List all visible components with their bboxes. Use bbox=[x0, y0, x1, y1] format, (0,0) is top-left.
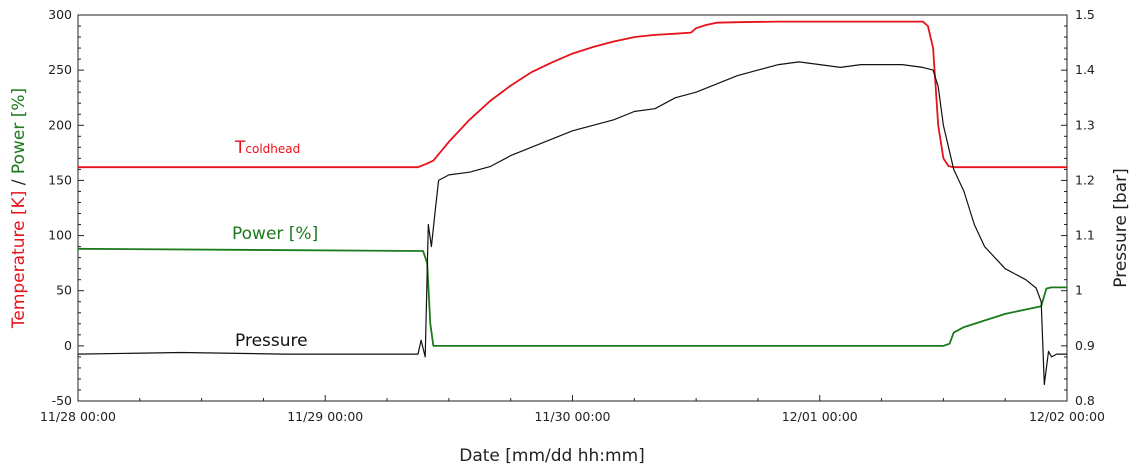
annotation-tcoldhead-sub: coldhead bbox=[245, 142, 300, 156]
y-right-tick-label: 1.1 bbox=[1075, 228, 1095, 243]
plot-frame bbox=[77, 14, 1068, 402]
y-left-title-part-sep: / bbox=[9, 174, 29, 191]
y-left-tick-label: 250 bbox=[48, 62, 72, 77]
y-left-tick-label: -50 bbox=[52, 393, 72, 408]
y-right-tick-label: 1.5 bbox=[1075, 7, 1095, 22]
annotation-tcoldhead-main: T bbox=[234, 138, 246, 158]
x-axis-title: Date [mm/dd hh:mm] bbox=[459, 446, 645, 466]
y-right-axis-title: Pressure [bar] bbox=[1111, 168, 1131, 287]
y-left-tick-label: 0 bbox=[64, 338, 72, 353]
y-left-tick-label: 200 bbox=[48, 117, 72, 132]
x-tick-label: 12/02 00:00 bbox=[1029, 409, 1105, 424]
y-right-tick-label: 0.8 bbox=[1075, 393, 1095, 408]
y-right-tick-label: 1.4 bbox=[1075, 62, 1095, 77]
y-right-tick-label: 0.9 bbox=[1075, 338, 1095, 353]
y-left-tick-label: 150 bbox=[48, 172, 72, 187]
x-tick-label: 11/30 00:00 bbox=[534, 409, 610, 424]
series-line-power bbox=[77, 247, 1067, 347]
x-tick-label: 11/28 00:00 bbox=[40, 409, 116, 424]
series-line-tcoldhead bbox=[78, 20, 1067, 169]
y-right-tick-label: 1 bbox=[1075, 283, 1083, 298]
series-line-pressure bbox=[77, 61, 1067, 386]
annotation-tcoldhead: Tcoldhead bbox=[234, 138, 300, 158]
annotation-power: Power [%] bbox=[232, 224, 318, 244]
axis-layer: -50 0 50 100 150 200 250 300 0.8 0.9 1 1.1 1.2 1.3 1.4… bbox=[40, 7, 1105, 424]
x-tick-label: 11/29 00:00 bbox=[287, 409, 363, 424]
series-layer bbox=[77, 20, 1067, 386]
annotation-pressure: Pressure bbox=[235, 331, 308, 351]
x-tick-label: 12/01 00:00 bbox=[782, 409, 858, 424]
y-left-axis-title: Temperature [K] / Power [%] bbox=[9, 88, 29, 329]
y-left-tick-label: 300 bbox=[48, 7, 72, 22]
y-left-tick-label: 50 bbox=[56, 283, 72, 298]
y-left-title-part-temperature: Temperature [K] bbox=[9, 191, 29, 330]
y-right-tick-label: 1.2 bbox=[1075, 172, 1095, 187]
y-left-title-part-power: Power [%] bbox=[9, 88, 29, 174]
y-left-tick-label: 100 bbox=[48, 228, 72, 243]
y-right-tick-label: 1.3 bbox=[1075, 117, 1095, 132]
